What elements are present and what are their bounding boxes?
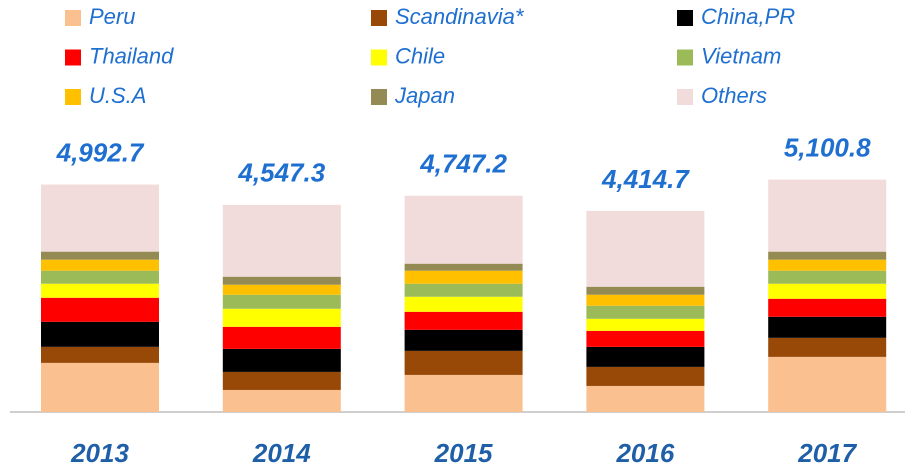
bar-segment (586, 286, 705, 295)
legend-swatch (371, 89, 387, 105)
x-tick-label: 2016 (615, 438, 674, 468)
bar-segment (586, 385, 705, 412)
bar-segment (586, 330, 705, 347)
bar-segment (41, 251, 159, 260)
bar-segment (404, 311, 523, 330)
bar-segment (768, 259, 887, 271)
bar-segment (586, 294, 705, 306)
bar-segment (222, 294, 341, 309)
bar-segment (41, 259, 159, 271)
legend-label: Chile (395, 43, 445, 68)
bar-segment (404, 195, 523, 264)
legend-swatch (371, 49, 387, 66)
bar-segment (768, 270, 887, 284)
bar-segment (41, 346, 159, 363)
total-label: 4,547.3 (237, 158, 325, 188)
legend-label: Others (701, 83, 767, 108)
bar-segment (222, 284, 341, 295)
bar-segment (222, 308, 341, 327)
bar-segment (222, 371, 341, 390)
legend-label: China,PR (701, 4, 795, 29)
legend-swatch (65, 49, 81, 66)
bar-segment (768, 356, 887, 412)
bar-segment (768, 283, 887, 299)
bar-segment (768, 251, 887, 260)
legend-swatch (677, 89, 693, 105)
bar-segment (404, 270, 523, 284)
bar-segment (768, 179, 887, 252)
legend-swatch (677, 49, 693, 66)
bar-segment (586, 305, 705, 319)
x-tick-label: 2015 (434, 438, 493, 468)
legend-swatch (65, 89, 81, 105)
legend-label: Thailand (89, 43, 174, 68)
bar-segment (222, 276, 341, 285)
bar-segment (222, 348, 341, 372)
bar-segment (404, 296, 523, 312)
bar-segment (586, 210, 705, 287)
legend-label: Japan (394, 83, 455, 108)
bar-segment (404, 263, 523, 271)
x-tick-label: 2014 (252, 438, 311, 468)
total-label: 4,992.7 (56, 137, 145, 167)
total-label: 4,414.7 (601, 164, 690, 194)
legend-label: Vietnam (701, 43, 781, 68)
x-tick-label: 2013 (70, 438, 129, 468)
legend-label: U.S.A (89, 83, 146, 108)
bar-segment (768, 337, 887, 357)
bar-segment (586, 318, 705, 331)
legend-swatch (65, 10, 81, 26)
x-tick-label: 2017 (797, 438, 857, 468)
bar-segment (586, 346, 705, 367)
bar-segment (41, 184, 159, 252)
bar-segment (222, 204, 341, 277)
bar-segment (41, 283, 159, 298)
total-label: 5,100.8 (784, 133, 871, 163)
legend-swatch (371, 10, 387, 26)
legend-swatch (677, 10, 693, 26)
bar-segment (404, 374, 523, 412)
bar-segment (222, 326, 341, 349)
bar-segment (586, 366, 705, 386)
legend-label: Peru (89, 4, 135, 29)
bar-segment (41, 270, 159, 284)
bar-segment (768, 298, 887, 317)
bar-segment (404, 283, 523, 297)
bar-segment (41, 321, 159, 347)
legend-label: Scandinavia* (395, 4, 525, 29)
bar-segment (41, 362, 159, 412)
bar-segment (404, 329, 523, 351)
bar-segment (768, 316, 887, 338)
bar-segment (404, 350, 523, 375)
bar-segment (41, 297, 159, 322)
total-label: 4,747.2 (419, 149, 507, 179)
bar-segment (222, 389, 341, 412)
